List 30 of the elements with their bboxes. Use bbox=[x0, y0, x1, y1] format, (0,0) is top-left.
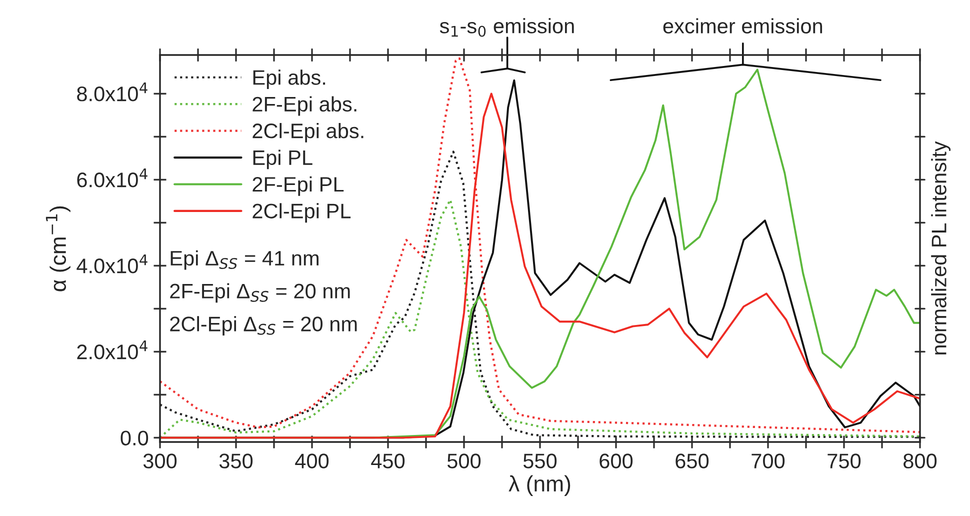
annotation: 2Cl-Epi Δ$_{SS}$ = 20 nm bbox=[170, 316, 357, 336]
x-tick-label: 350 bbox=[219, 454, 253, 468]
x-tick-label: 450 bbox=[371, 454, 405, 468]
legend-label: 2F-Epi PL bbox=[252, 176, 344, 196]
text: s$_{1}$-s$_{0}$ emission bbox=[440, 18, 574, 37]
x-tick-label: 400 bbox=[295, 454, 329, 468]
x-tick-label: 600 bbox=[600, 454, 633, 468]
y2-axis-title: normalized PL intensity bbox=[931, 141, 951, 354]
legend-label: Epi abs. bbox=[253, 70, 326, 90]
x-axis-title: λ (nm) bbox=[508, 475, 570, 496]
legend-label: 2Cl-Epi abs. bbox=[252, 123, 364, 142]
legend-label: 2F-Epi abs. bbox=[252, 96, 356, 116]
x-tick-label: 550 bbox=[523, 454, 557, 468]
legend-label: Epi PL bbox=[253, 150, 312, 170]
x-tick-label: 500 bbox=[447, 454, 481, 468]
x-tick-label: 650 bbox=[676, 454, 709, 468]
x-tick-label: 300 bbox=[143, 454, 177, 468]
legend-label: 2Cl-Epi PL bbox=[252, 203, 351, 223]
annotation: Epi Δ$_{SS}$ = 41 nm bbox=[170, 250, 318, 270]
x-tick-label: 800 bbox=[904, 454, 937, 468]
y-tick-label: 4.0x10$^{4}$ bbox=[76, 254, 148, 274]
y-tick-label: 2.0x10$^{4}$ bbox=[77, 340, 148, 360]
y-tick-label: 8.0x10$^{4}$ bbox=[77, 82, 148, 102]
x-tick-label: 750 bbox=[828, 454, 861, 468]
y-axis-title: α (cm$^{−1}$) bbox=[46, 206, 70, 292]
y-tick-label: 6.0x10$^{4}$ bbox=[77, 168, 148, 188]
y-tick-label: 0.0 bbox=[120, 430, 148, 446]
text: excimer emission bbox=[663, 18, 822, 34]
annotation: 2F-Epi Δ$_{SS}$ = 20 nm bbox=[170, 283, 350, 303]
x-tick-label: 700 bbox=[752, 454, 785, 468]
